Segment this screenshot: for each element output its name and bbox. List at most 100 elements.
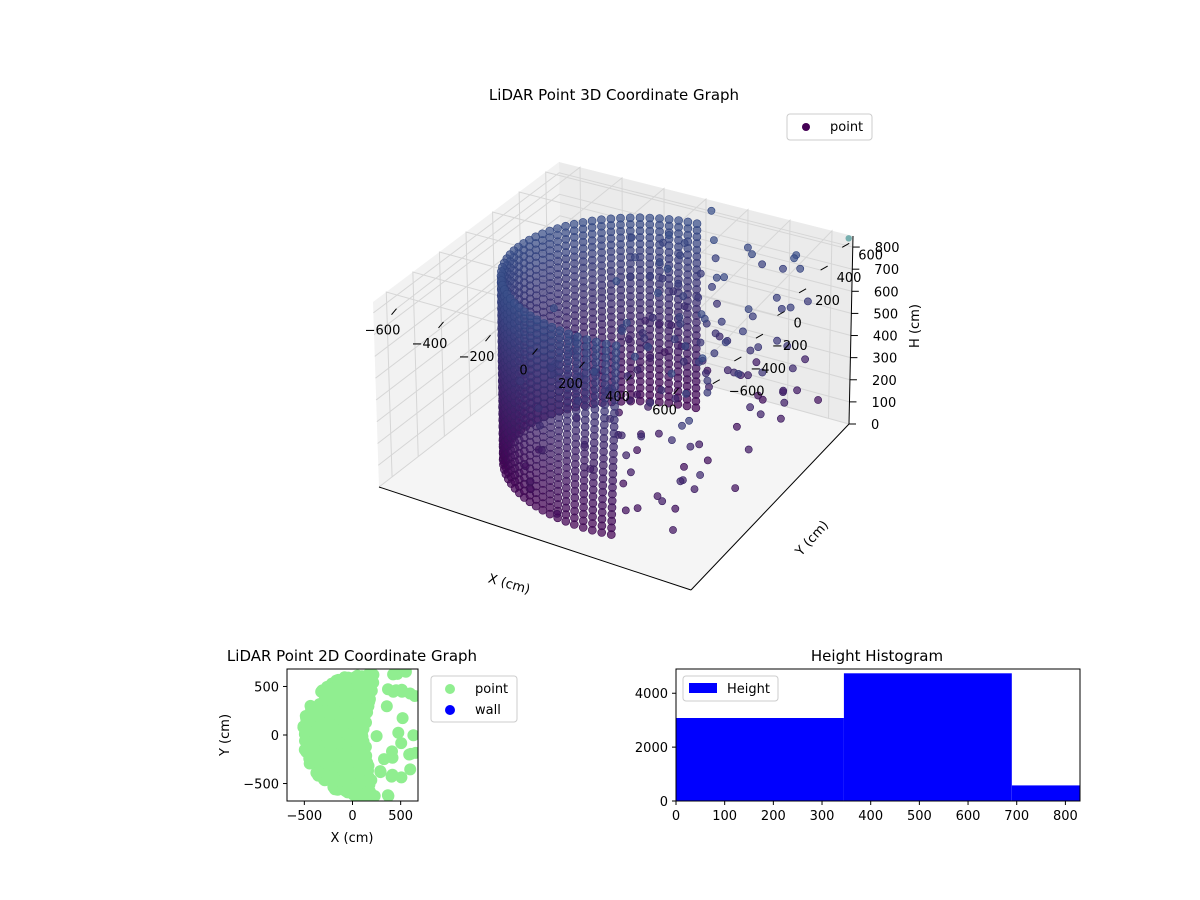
scatter-2d-title: LiDAR Point 2D Coordinate Graph <box>227 647 477 665</box>
y-tick-label: 0 <box>794 317 802 332</box>
scatter-point <box>407 729 418 742</box>
data-point <box>758 395 767 404</box>
legend-3d-marker <box>802 123 810 131</box>
legend-3d: point <box>786 113 873 141</box>
x-axis-label-2d: X (cm) <box>331 831 374 846</box>
data-point <box>521 462 530 471</box>
data-point <box>653 492 662 500</box>
scatter-point <box>392 726 405 739</box>
legend-2d: point wall <box>430 675 518 723</box>
scatter-point <box>318 694 331 706</box>
scatter-point <box>334 724 346 737</box>
scatter-point <box>363 785 376 798</box>
data-point <box>734 369 743 378</box>
data-point <box>538 446 546 454</box>
data-point <box>676 319 685 328</box>
data-point <box>710 236 718 244</box>
data-point <box>631 253 639 262</box>
z-tick-label: 600 <box>874 285 899 300</box>
data-point <box>744 243 752 252</box>
pane-left <box>373 162 562 487</box>
x-tick-label-hist: 0 <box>672 809 680 824</box>
scatter-point <box>305 708 318 721</box>
x-tick <box>532 348 538 355</box>
data-point <box>707 206 716 215</box>
y-tick-label: −600 <box>729 385 765 400</box>
data-point <box>587 216 597 226</box>
scatter-point <box>408 690 418 702</box>
histogram-title: Height Histogram <box>811 647 943 665</box>
data-point <box>845 235 852 242</box>
z-tick-label: 0 <box>871 418 879 433</box>
y-tick <box>841 242 850 248</box>
data-point <box>633 365 642 374</box>
z-tick-label: 800 <box>875 241 900 256</box>
x-tick <box>626 374 632 382</box>
data-point <box>549 304 558 313</box>
data-point <box>646 354 654 362</box>
data-point <box>696 471 704 479</box>
data-point <box>702 369 710 378</box>
data-point <box>627 233 636 242</box>
data-point <box>590 367 598 376</box>
scatter-point <box>386 745 398 758</box>
data-point <box>564 329 573 339</box>
legend-hist-swatch <box>689 683 717 693</box>
y-tick <box>798 288 807 294</box>
scatter-point <box>338 765 351 778</box>
data-point <box>637 432 646 441</box>
data-point <box>748 250 756 259</box>
scatter-point <box>360 763 373 776</box>
data-point <box>627 468 635 477</box>
data-point <box>710 349 719 358</box>
scatter-point <box>355 677 368 689</box>
y-axis-label-2d: Y (cm) <box>218 714 233 757</box>
data-point <box>680 462 688 471</box>
data-point <box>671 504 680 513</box>
data-point <box>676 477 685 486</box>
data-point <box>553 510 561 518</box>
histogram-bar <box>1011 785 1080 801</box>
scatter-point <box>343 728 356 741</box>
y-tick-label-2d: 0 <box>271 729 279 744</box>
legend-hist: Height <box>682 675 779 702</box>
data-point <box>674 279 683 288</box>
scatter-point <box>396 712 409 725</box>
y-tick-label-hist: 4000 <box>635 687 668 702</box>
data-point <box>748 312 757 321</box>
scatter-point <box>378 753 390 766</box>
scatter-point <box>332 673 345 686</box>
scatter-point <box>399 669 412 678</box>
x-tick-label-hist: 400 <box>858 809 883 824</box>
data-point <box>717 317 726 326</box>
data-point <box>578 218 588 227</box>
data-point <box>654 289 662 297</box>
histogram-chart: Height Histogram 0 100 200 300 400 500 600 700 8… <box>635 647 1081 824</box>
scatter-point <box>303 757 316 770</box>
scatter-point <box>353 724 366 737</box>
legend-3d-label: point <box>830 120 863 135</box>
data-point <box>648 313 657 322</box>
data-point <box>655 258 664 267</box>
scatter-2d-chart: LiDAR Point 2D Coordinate Graph −500 0 500… <box>218 647 518 846</box>
x-tick-label-hist: 600 <box>956 809 981 824</box>
data-point <box>667 369 676 378</box>
scatter-point <box>380 700 393 713</box>
scatter-point <box>395 737 408 750</box>
data-point <box>622 451 631 460</box>
data-point <box>801 355 809 364</box>
data-point <box>658 274 667 283</box>
data-point <box>625 396 634 404</box>
data-point <box>793 386 801 395</box>
x-tick-label-hist: 200 <box>761 809 786 824</box>
legend-2d-label-point: point <box>475 682 508 697</box>
data-point <box>670 335 679 344</box>
scatter-3d-chart: LiDAR Point 3D Coordinate Graph −600 −400… <box>365 86 923 598</box>
data-point <box>814 396 822 404</box>
data-point <box>532 315 542 325</box>
data-point <box>790 254 798 263</box>
data-point <box>712 273 721 282</box>
data-point <box>582 335 592 344</box>
x-tick-label: 0 <box>519 364 527 379</box>
data-point <box>601 339 611 349</box>
